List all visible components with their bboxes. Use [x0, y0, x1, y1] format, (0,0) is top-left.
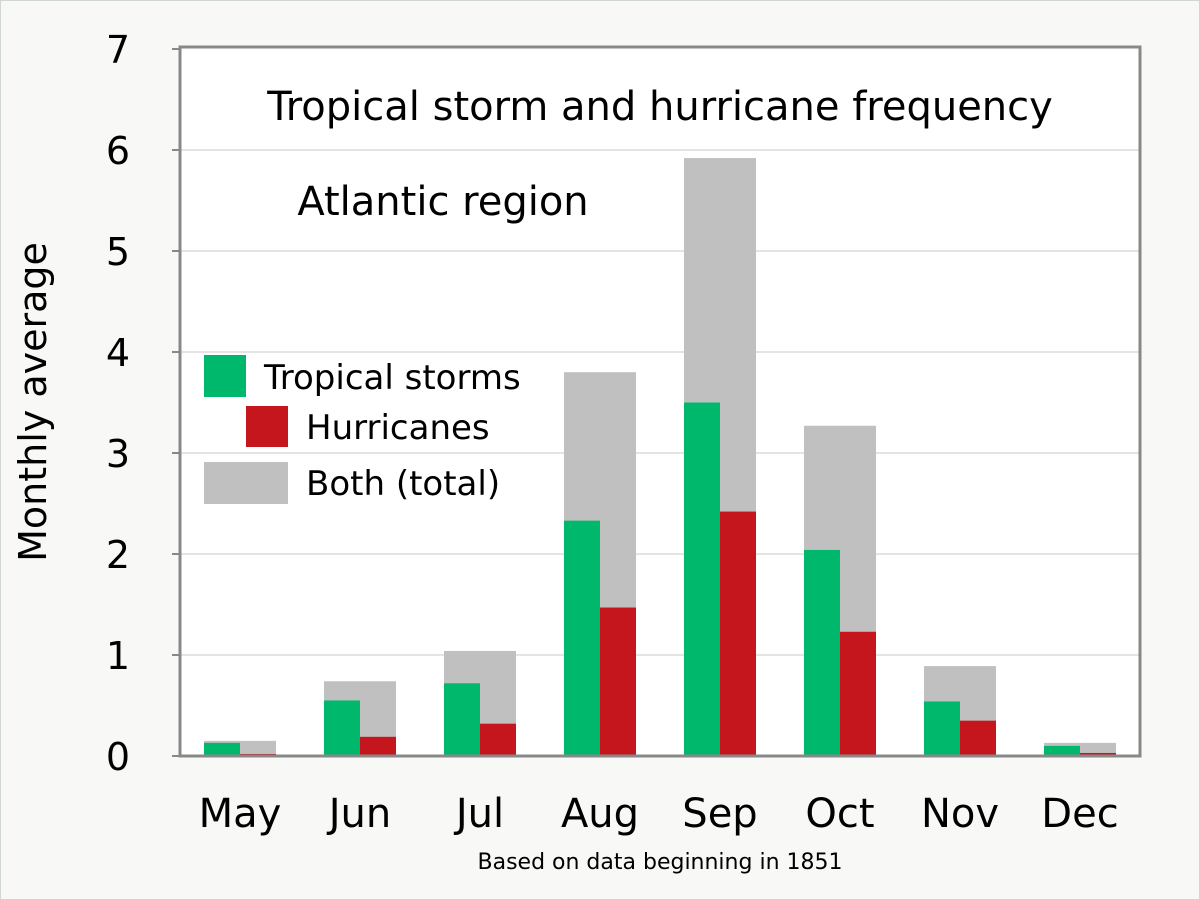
bar-hurricanes	[720, 511, 756, 756]
grid-lines	[180, 149, 1140, 656]
bar-hurricanes	[480, 723, 516, 756]
x-tick-label: Nov	[921, 791, 999, 837]
bar-tropical-storms	[564, 520, 600, 756]
y-tick-label: 2	[106, 533, 130, 577]
legend-label-tropical-storms: Tropical storms	[263, 358, 521, 398]
legend-swatch-hurricanes	[246, 406, 288, 447]
legend-label-both-total: Both (total)	[306, 464, 500, 504]
y-tick-label: 7	[106, 28, 130, 72]
bars	[204, 158, 1116, 756]
bar-hurricanes	[1080, 752, 1116, 756]
x-tick-label: Jun	[326, 791, 392, 837]
bar-tropical-storms	[684, 402, 720, 756]
bar-tropical-storms	[804, 549, 840, 756]
y-axis-label: Monthly average	[11, 242, 55, 562]
bar-hurricanes	[600, 607, 636, 756]
x-axis-labels: May Jun Jul Aug Sep Oct Nov Dec	[199, 791, 1119, 837]
bar-hurricanes	[960, 720, 996, 756]
x-tick-label: May	[199, 791, 282, 837]
legend: Tropical storms Hurricanes Both (total)	[204, 355, 521, 504]
y-tick-label: 4	[106, 331, 130, 375]
chart-subtitle: Atlantic region	[297, 179, 588, 225]
x-tick-label: Oct	[805, 791, 874, 837]
y-tick-label: 1	[106, 634, 130, 678]
y-tick-label: 3	[106, 432, 130, 476]
x-tick-label: Jul	[453, 791, 504, 837]
y-axis-ticks: 0 1 2 3 4 5 6 7	[106, 28, 180, 779]
y-tick-label: 6	[106, 129, 130, 173]
bar-hurricanes	[360, 736, 396, 756]
x-tick-label: Dec	[1041, 791, 1118, 837]
bar-tropical-storms	[444, 683, 480, 756]
bar-tropical-storms	[204, 742, 240, 756]
plot-border	[178, 45, 1142, 758]
bar-tropical-storms	[924, 701, 960, 756]
legend-swatch-both-total	[204, 462, 288, 504]
y-tick-label: 5	[106, 230, 130, 274]
legend-label-hurricanes: Hurricanes	[306, 408, 490, 448]
y-tick-label: 0	[106, 735, 130, 779]
bar-tropical-storms	[324, 700, 360, 756]
plot-background	[180, 47, 1140, 756]
x-tick-label: Aug	[561, 791, 639, 837]
bar-tropical-storms	[1044, 745, 1080, 756]
legend-swatch-tropical-storms	[204, 355, 246, 397]
bar-hurricanes	[840, 631, 876, 756]
data-source-note: Based on data beginning in 1851	[478, 850, 843, 875]
chart-title: Tropical storm and hurricane frequency	[266, 84, 1053, 130]
x-tick-label: Sep	[682, 791, 757, 837]
